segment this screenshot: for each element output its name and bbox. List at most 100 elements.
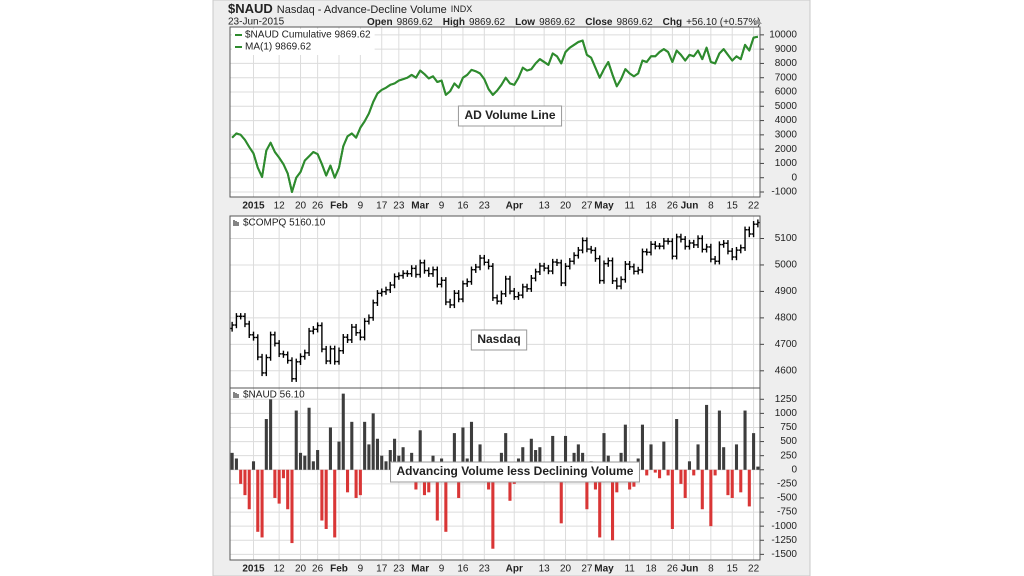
volume-bar: [581, 452, 585, 470]
x-tick-label: Apr: [506, 564, 523, 575]
volume-bar: [367, 444, 371, 470]
y-tick-label: 10000: [769, 29, 797, 40]
volume-bar: [375, 438, 379, 470]
volume-bar: [529, 438, 533, 470]
volume-bar: [281, 469, 285, 479]
legend-label: $COMPQ 5160.10: [243, 218, 326, 229]
x-tick-label: 18: [645, 564, 657, 575]
x-tick-label: 18: [645, 201, 657, 212]
volume-bar: [576, 444, 580, 470]
x-tick-label: Jun: [681, 564, 699, 575]
volume-bar: [294, 410, 298, 470]
annotation-text: Nasdaq: [477, 332, 520, 346]
quote-value: 9869.62: [469, 17, 506, 28]
plot-area: [230, 216, 760, 388]
x-tick-label: 11: [624, 201, 635, 212]
x-tick-label: May: [594, 564, 614, 575]
y-tick-label: -1250: [771, 535, 797, 546]
volume-bar: [234, 458, 238, 470]
volume-bar: [457, 469, 461, 498]
volume-bar: [435, 469, 439, 521]
volume-bar: [452, 433, 456, 470]
x-tick-label: 23: [393, 201, 405, 212]
volume-bar: [649, 444, 653, 470]
volume-bar: [713, 469, 717, 476]
volume-bar: [239, 469, 243, 484]
volume-bar: [328, 427, 332, 470]
volume-bar: [410, 452, 414, 470]
plot-border: [229, 26, 761, 198]
y-tick-label: -750: [777, 507, 797, 518]
volume-bar: [311, 461, 315, 470]
x-tick-label: 27: [581, 564, 593, 575]
volume-bar: [726, 469, 730, 496]
volume-bar: [585, 469, 589, 510]
quote-label: Open: [367, 17, 393, 28]
volume-bar: [687, 461, 692, 470]
annotation-box: [470, 329, 528, 351]
volume-bar: [658, 469, 662, 479]
volume-bar: [692, 469, 696, 476]
volume-bar: [645, 469, 649, 476]
annotation-text: Advancing Volume less Declining Volume: [397, 464, 634, 478]
volume-bar: [264, 419, 268, 470]
volume-bar: [670, 469, 674, 529]
annotation-text: AD Volume Line: [464, 108, 555, 122]
volume-bar: [747, 469, 751, 507]
x-tick-label: 23: [479, 201, 491, 212]
y-tick-label: 5000: [775, 101, 798, 112]
volume-bar: [538, 447, 542, 470]
x-tick-label: Apr: [506, 201, 523, 212]
x-tick-label: 22: [748, 201, 760, 212]
volume-bar: [461, 427, 465, 470]
volume-bar: [705, 404, 709, 470]
y-tick-label: 250: [780, 450, 797, 461]
quote-value: 9869.62: [539, 17, 576, 28]
volume-bar: [401, 447, 405, 470]
x-tick-label: 9: [439, 201, 445, 212]
volume-bar: [371, 413, 375, 470]
volume-bar: [354, 469, 358, 498]
x-tick-label: 23: [479, 564, 491, 575]
x-tick-label: Mar: [411, 201, 429, 212]
legend-label: MA(1) 9869.62: [245, 42, 312, 53]
volume-bar: [333, 469, 337, 538]
x-tick-label: 26: [312, 564, 324, 575]
volume-bar: [341, 393, 345, 470]
x-tick-label: 20: [560, 201, 572, 212]
x-tick-label: 20: [560, 564, 572, 575]
x-tick-label: 15: [727, 564, 739, 575]
volume-bar: [307, 407, 311, 470]
volume-bar: [722, 447, 726, 470]
volume-bar: [709, 469, 713, 527]
y-tick-label: 1000: [775, 158, 798, 169]
volume-bar: [602, 433, 606, 470]
volume-bar: [508, 469, 512, 501]
volume-bar: [730, 469, 734, 498]
x-tick-label: Mar: [411, 564, 429, 575]
change-arrow: [754, 19, 762, 24]
volume-bar: [260, 469, 264, 538]
plot-border: [229, 387, 761, 561]
volume-bar: [611, 469, 615, 541]
volume-bar: [418, 430, 422, 470]
y-tick-label: 4000: [775, 115, 798, 126]
volume-bar: [734, 444, 739, 470]
volume-bar: [393, 438, 397, 470]
legend-label: $NAUD Cumulative 9869.62: [245, 30, 371, 41]
volume-bar: [640, 424, 644, 470]
y-tick-label: 4900: [775, 286, 798, 297]
y-tick-label: 5100: [775, 233, 798, 244]
x-tick-label: 26: [312, 201, 324, 212]
x-tick-label: 17: [376, 201, 388, 212]
volume-bar: [683, 469, 687, 498]
volume-bar: [675, 419, 679, 470]
volume-bar: [277, 469, 281, 504]
volume-bar: [358, 469, 362, 496]
volume-bar: [273, 469, 277, 498]
volume-bar: [350, 421, 354, 470]
volume-bar: [696, 444, 700, 470]
volume-bar: [230, 452, 234, 470]
x-tick-label: 22: [748, 564, 760, 575]
